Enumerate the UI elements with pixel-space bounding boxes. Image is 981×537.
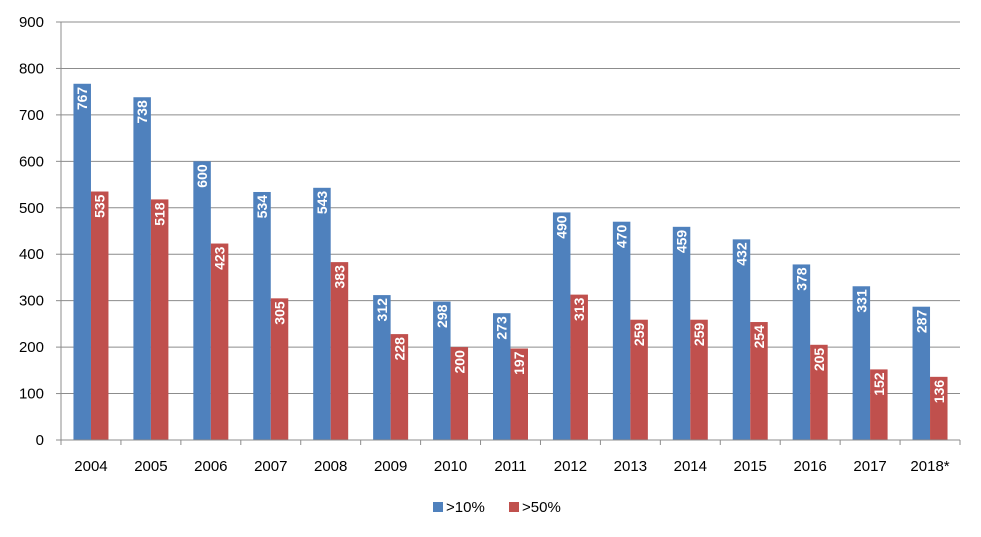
legend-label-series-2: >50%	[522, 499, 561, 516]
bar-series-2	[810, 344, 828, 440]
x-tick-label: 2010	[434, 458, 467, 475]
bar-value-label: 470	[614, 224, 630, 248]
bar-value-label: 383	[331, 265, 347, 289]
y-tick-label: 400	[19, 246, 44, 263]
bar-series-2	[690, 319, 708, 440]
bar-series-2	[330, 262, 349, 440]
legend-swatch-series-2	[509, 502, 519, 512]
bar-value-label: 200	[451, 350, 467, 374]
bar-value-label: 254	[751, 325, 767, 349]
bar-series-1	[433, 301, 451, 440]
bar-value-label: 423	[212, 246, 228, 270]
bar-series-1	[792, 264, 811, 440]
bar-series-2	[90, 191, 109, 440]
bar-value-label: 152	[871, 372, 887, 396]
bar-series-2	[510, 348, 528, 440]
bar-series-2	[270, 298, 289, 440]
x-tick-label: 2017	[853, 458, 886, 475]
x-tick-label: 2004	[74, 458, 107, 475]
x-tick-label: 2014	[674, 458, 707, 475]
x-tick-label: 2012	[554, 458, 587, 475]
bar-value-label: 534	[254, 195, 270, 219]
bar-value-label: 543	[314, 191, 330, 215]
x-tick-label: 2013	[614, 458, 647, 475]
bar-value-label: 136	[931, 380, 947, 404]
x-tick-label: 2009	[374, 458, 407, 475]
bar-value-label: 287	[913, 309, 929, 333]
bar-value-label: 432	[733, 242, 749, 266]
bar-value-label: 259	[631, 322, 647, 346]
x-tick-label: 2016	[793, 458, 826, 475]
bar-value-label: 378	[793, 267, 809, 291]
y-tick-label: 600	[19, 153, 44, 170]
x-tick-label: 2006	[194, 458, 227, 475]
x-tick-label: 2007	[254, 458, 287, 475]
bar-series-1	[852, 286, 871, 440]
bar-value-label: 228	[391, 337, 407, 361]
bar-series-1	[133, 97, 151, 441]
x-tick-label: 2018*	[910, 458, 949, 475]
bar-series-2	[930, 376, 948, 440]
axes	[56, 21, 961, 445]
x-tick-label: 2015	[734, 458, 767, 475]
bar-series-1	[672, 226, 691, 440]
bar-series-1	[193, 161, 211, 441]
bar-value-label: 738	[134, 100, 150, 124]
bar-value-label: 459	[674, 230, 690, 254]
legend-label-series-1: >10%	[446, 499, 485, 516]
y-tick-label: 100	[19, 386, 44, 403]
legend: >10% >50%	[433, 499, 561, 516]
bar-series-1	[612, 221, 631, 440]
bar-value-label: 259	[691, 322, 707, 346]
y-tick-label: 300	[19, 293, 44, 310]
x-tick-label: 2005	[134, 458, 167, 475]
bar-value-label: 197	[511, 351, 527, 375]
x-tick-label: 2008	[314, 458, 347, 475]
bar-series-1	[313, 187, 331, 440]
legend-swatch-series-1	[433, 502, 443, 512]
bar-series-1	[73, 83, 91, 440]
bar-value-label: 312	[374, 298, 390, 322]
y-tick-label: 200	[19, 339, 44, 356]
bar-value-label: 298	[434, 304, 450, 328]
bar-series-1	[493, 313, 511, 440]
bar-series-1	[552, 212, 571, 440]
y-tick-label: 900	[19, 14, 44, 31]
x-axis-tick-labels: 2004 2005 2006 2007 2008 2009 2010 2011 2012 2013…	[74, 458, 950, 475]
bars	[73, 83, 948, 441]
y-tick-label: 500	[19, 200, 44, 217]
bar-series-1	[732, 239, 751, 440]
bar-value-label: 600	[194, 164, 210, 188]
x-tick-label: 2011	[494, 458, 526, 475]
bar-value-label: 205	[811, 348, 827, 372]
bar-series-2	[630, 319, 648, 440]
y-tick-label: 700	[19, 107, 44, 124]
bar-series-1	[373, 295, 391, 440]
bar-series-2	[210, 243, 229, 440]
bar-series-1	[912, 306, 931, 440]
bar-value-label: 518	[152, 202, 168, 226]
bar-value-label: 331	[853, 289, 869, 313]
bar-value-label: 490	[554, 215, 570, 239]
bar-series-1	[253, 191, 271, 440]
bar-value-label: 767	[74, 87, 90, 111]
bar-value-label: 535	[92, 194, 108, 218]
bar-value-label: 273	[494, 316, 510, 340]
bar-value-label: 305	[272, 301, 288, 325]
bar-series-2	[570, 294, 588, 440]
bar-series-2	[150, 199, 169, 440]
bar-series-2	[450, 347, 469, 440]
bar-series-2	[750, 322, 768, 440]
bar-series-2	[390, 334, 409, 440]
y-tick-label: 0	[36, 432, 44, 449]
y-axis-tick-labels: 0 100 200 300 400 500 600 700 800 900	[19, 14, 44, 449]
y-tick-label: 800	[19, 60, 44, 77]
bar-series-2	[870, 369, 888, 440]
bar-value-label: 313	[571, 297, 587, 321]
